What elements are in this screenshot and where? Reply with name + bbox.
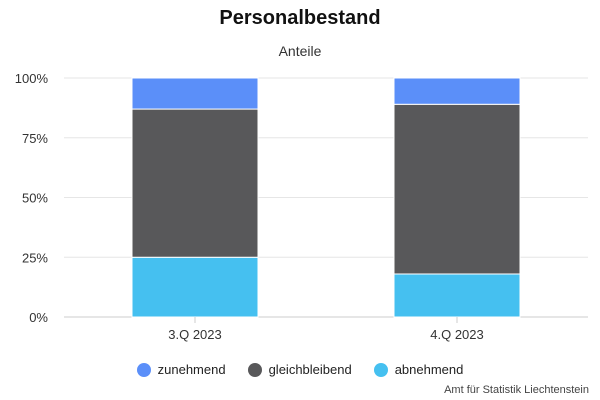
legend-marker-icon [373,362,388,377]
y-tick-label: 25% [22,250,48,265]
bar-gleichbleibend-0[interactable] [131,108,259,258]
legend-label: zunehmend [157,362,226,377]
x-tick-label: 3.Q 2023 [168,327,222,342]
legend-item-gleichbleibend[interactable]: gleichbleibend [247,362,352,377]
bar-abnehmend-0[interactable] [131,256,259,318]
legend-marker-icon [247,362,262,377]
chart-title: Personalbestand [219,7,381,29]
y-tick-label: 75% [22,131,48,146]
y-tick-label: 100% [15,71,49,86]
legend-item-zunehmend[interactable]: zunehmend [136,362,226,377]
x-tick-label: 4.Q 2023 [430,327,484,342]
bar-zunehmend-0[interactable] [131,77,259,110]
bar-zunehmend-1[interactable] [393,77,521,105]
chart-subtitle: Anteile [278,43,322,59]
x-axis: 3.Q 2023 4.Q 2023 [168,317,484,342]
credits[interactable]: Amt für Statistik Liechtenstein [444,384,589,396]
bar-gleichbleibend-1[interactable] [393,103,521,275]
y-tick-label: 50% [22,191,48,206]
legend-label: abnehmend [394,362,464,377]
legend-item-abnehmend[interactable]: abnehmend [373,362,464,377]
legend-label: gleichbleibend [268,362,352,377]
legend: zunehmend gleichbleibend abnehmend [0,362,600,377]
y-axis: 0% 25% 50% 75% 100% [15,71,49,325]
legend-marker-icon [136,362,151,377]
bars-layer [131,77,521,318]
y-tick-label: 0% [29,310,48,325]
bar-abnehmend-1[interactable] [393,273,521,318]
